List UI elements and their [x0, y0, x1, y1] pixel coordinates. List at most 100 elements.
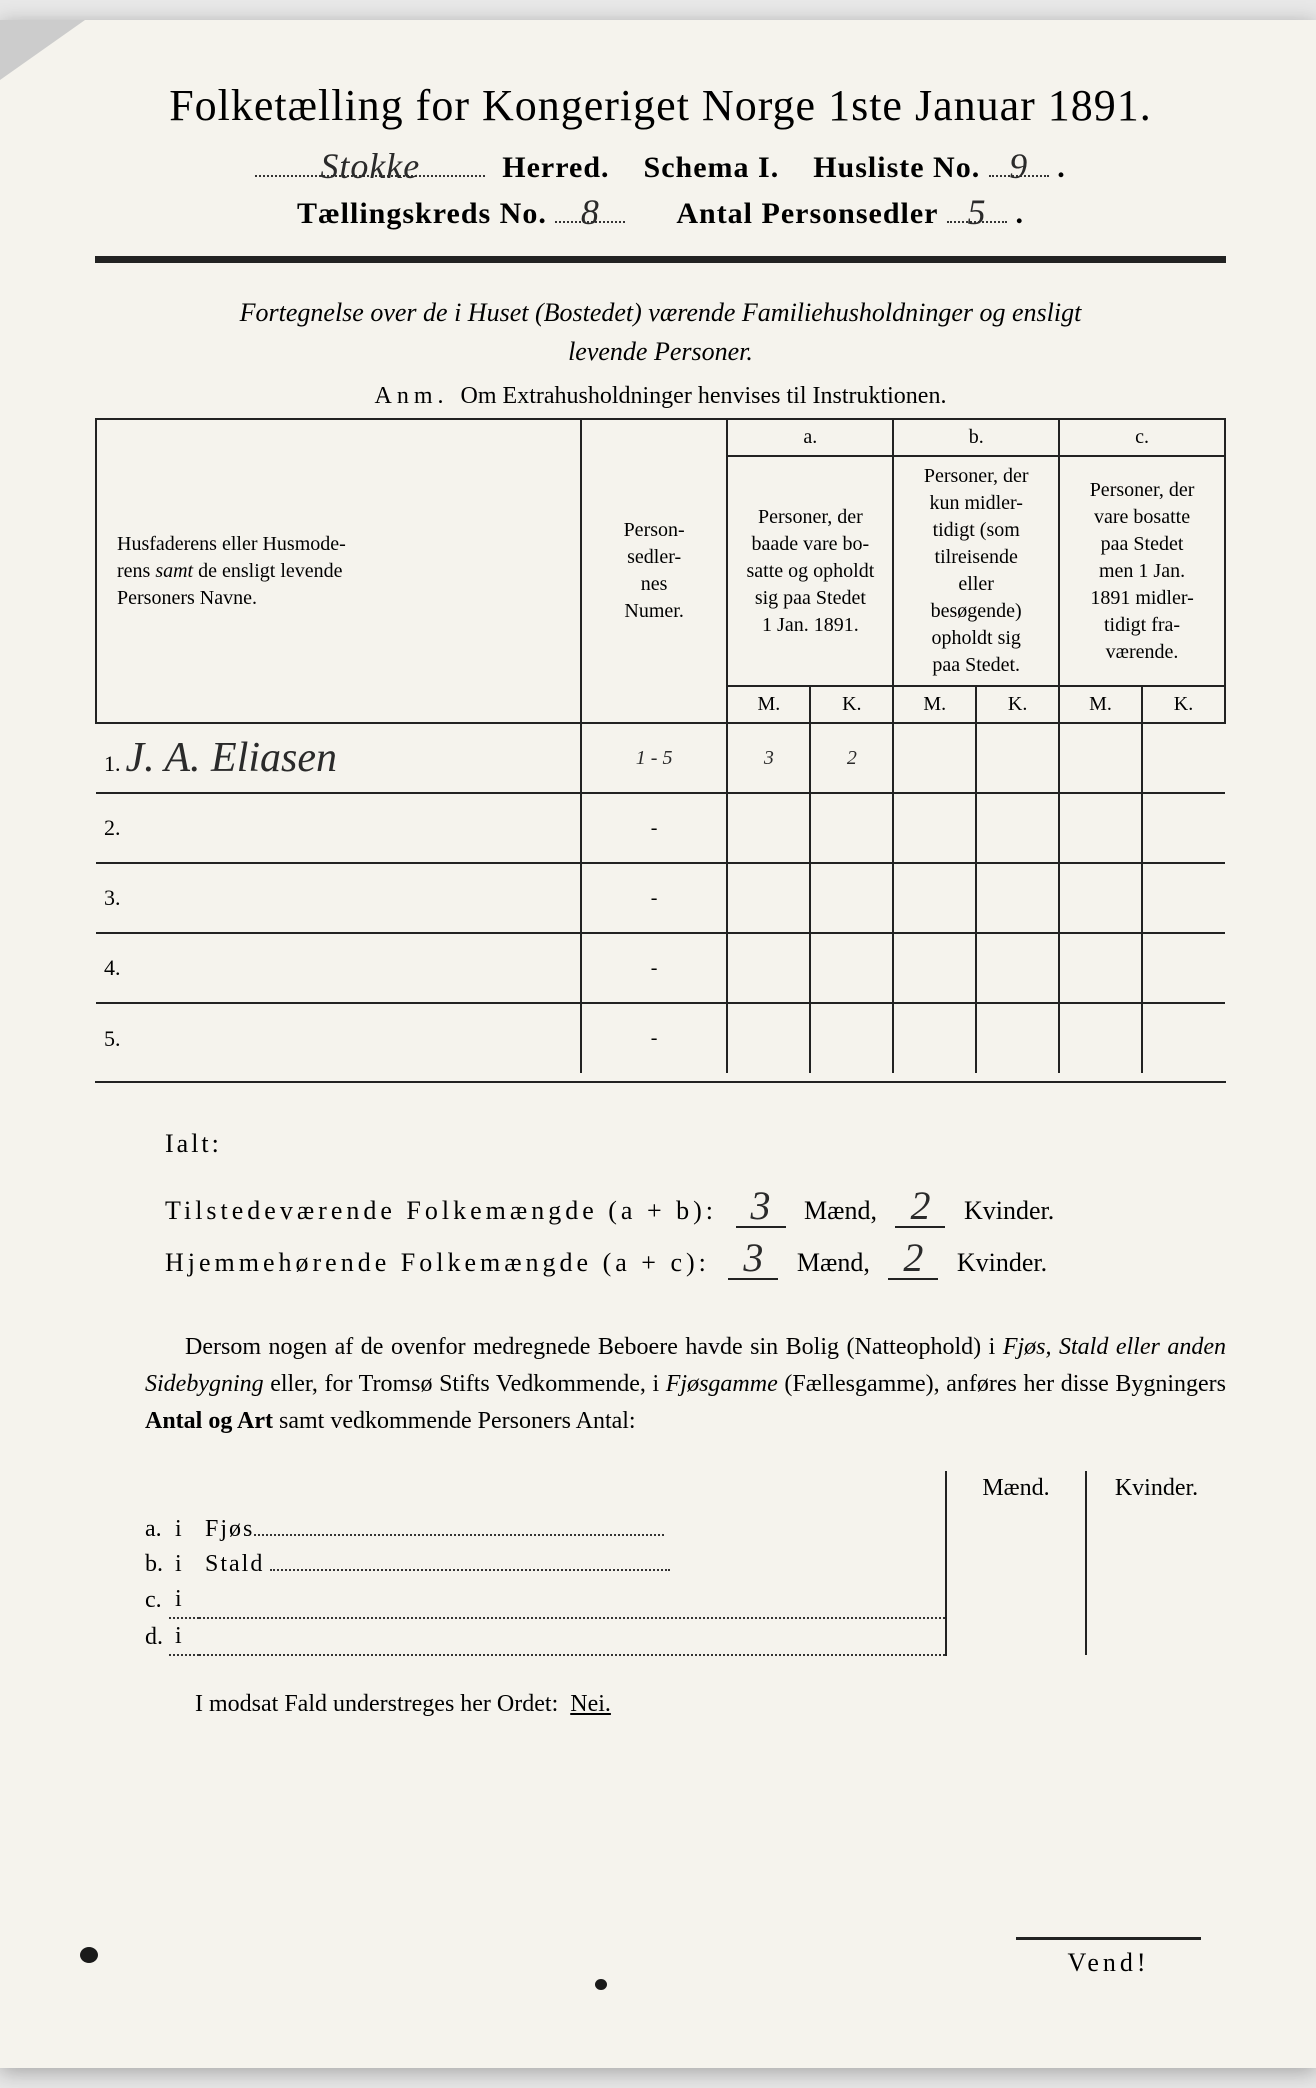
cell-bK — [976, 863, 1059, 933]
cell-bM — [893, 863, 976, 933]
census-form-page: Folketælling for Kongeriget Norge 1ste J… — [0, 20, 1316, 2068]
page-title: Folketælling for Kongeriget Norge 1ste J… — [95, 80, 1226, 131]
col-b-desc: Personer, derkun midler-tidigt (somtilre… — [893, 456, 1059, 686]
lower-row: d. i — [95, 1618, 1226, 1655]
cell-aK: 2 — [810, 723, 893, 793]
col-c-letter: c. — [1059, 420, 1225, 456]
cell-aK — [810, 933, 893, 1003]
empty — [169, 1471, 199, 1512]
husliste-field: 9 — [989, 175, 1049, 177]
schema-label: Schema I. — [644, 151, 780, 184]
husliste-label: Husliste No. — [813, 151, 980, 184]
cell-aM: 3 — [727, 723, 810, 793]
col-a-desc: Personer, derbaade vare bo-satte og opho… — [727, 456, 893, 686]
header-line-1: Stokke Herred. Schema I. Husliste No. 9 … — [95, 151, 1226, 185]
cell-cM — [1059, 793, 1142, 863]
lower-word-cell: Fjøs — [199, 1512, 946, 1547]
ink-dot-icon — [595, 1979, 607, 1990]
cell-name: 1. J. A. Eliasen — [96, 723, 581, 793]
thin-divider-2 — [95, 1081, 1226, 1083]
total1-k: 2 — [895, 1186, 945, 1228]
cell-cM — [1059, 933, 1142, 1003]
maend-label-2: Mænd, — [797, 1237, 870, 1289]
table-row: 4. - — [96, 933, 1225, 1003]
lower-word: Fjøs — [205, 1516, 254, 1542]
dots — [254, 1534, 664, 1536]
total1-m: 3 — [736, 1186, 786, 1228]
total1-label: Tilstedeværende Folkemængde (a + b): — [165, 1185, 717, 1237]
lower-paragraph: Dersom nogen af de ovenfor medregnede Be… — [145, 1329, 1226, 1441]
cell-numer: 1 - 5 — [581, 723, 728, 793]
kvinder-label: Kvinder. — [964, 1185, 1054, 1237]
lower-letter: c. — [95, 1582, 169, 1618]
cell-bM — [893, 793, 976, 863]
cell-bM — [893, 1003, 976, 1073]
herred-label: Herred. — [502, 151, 609, 184]
table-row: 2. - — [96, 793, 1225, 863]
anm-note: Anm. Om Extrahusholdninger henvises til … — [95, 383, 1226, 410]
col-names-header: Husfaderens eller Husmode-rens samt de e… — [96, 420, 581, 723]
ink-dot-icon — [80, 1947, 98, 1963]
lower-i: i — [169, 1582, 199, 1618]
lower-m — [946, 1582, 1086, 1618]
total2-m: 3 — [728, 1238, 778, 1280]
lower-word-cell: Stald — [199, 1547, 946, 1582]
table-row: 3. - — [96, 863, 1225, 933]
lower-k — [1086, 1618, 1226, 1655]
lower-table: Mænd. Kvinder. a. i Fjøs b. i Stald c. i… — [95, 1471, 1226, 1656]
nei-text: I modsat Fald understreges her Ordet: — [195, 1691, 558, 1717]
cell-name: 3. — [96, 863, 581, 933]
lower-letter: a. — [95, 1512, 169, 1547]
cell-aM — [727, 863, 810, 933]
vend-label: Vend! — [1016, 1937, 1201, 1978]
thick-divider — [95, 256, 1226, 263]
col-c-m: M. — [1059, 686, 1142, 723]
col-a-k: K. — [810, 686, 893, 723]
cell-bK — [976, 723, 1059, 793]
cell-name: 2. — [96, 793, 581, 863]
cell-aM — [727, 1003, 810, 1073]
lower-m — [946, 1547, 1086, 1582]
folded-corner — [0, 20, 85, 80]
main-table: Husfaderens eller Husmode-rens samt de e… — [95, 420, 1226, 1073]
lower-word-cell — [199, 1582, 946, 1618]
col-c-k: K. — [1142, 686, 1225, 723]
cell-cK — [1142, 1003, 1225, 1073]
lower-m — [946, 1618, 1086, 1655]
intro-line1: Fortegnelse over de i Huset (Bostedet) v… — [240, 298, 1082, 327]
total2-label: Hjemmehørende Folkemængde (a + c): — [165, 1237, 710, 1289]
cell-numer: - — [581, 1003, 728, 1073]
cell-numer: - — [581, 863, 728, 933]
cell-cK — [1142, 793, 1225, 863]
lower-i: i — [169, 1512, 199, 1547]
lower-i: i — [169, 1547, 199, 1582]
lower-kvinder-header: Kvinder. — [1086, 1471, 1226, 1512]
intro-text: Fortegnelse over de i Huset (Bostedet) v… — [95, 293, 1226, 371]
lower-k — [1086, 1547, 1226, 1582]
lower-k — [1086, 1582, 1226, 1618]
cell-name: 4. — [96, 933, 581, 1003]
lower-word: Stald — [205, 1551, 264, 1577]
cell-name: 5. — [96, 1003, 581, 1073]
cell-aK — [810, 1003, 893, 1073]
lower-letter: b. — [95, 1547, 169, 1582]
cell-cM — [1059, 1003, 1142, 1073]
anm-label: Anm. — [375, 383, 449, 409]
cell-cK — [1142, 863, 1225, 933]
antal-value: 5 — [967, 191, 986, 233]
cell-bK — [976, 933, 1059, 1003]
cell-aK — [810, 863, 893, 933]
cell-bM — [893, 933, 976, 1003]
cell-bM — [893, 723, 976, 793]
row-num: 5. — [104, 1026, 121, 1051]
lower-maend-header: Mænd. — [946, 1471, 1086, 1512]
col-numer-header: Person-sedler-nesNumer. — [581, 420, 728, 723]
empty — [199, 1471, 946, 1512]
col-b-letter: b. — [893, 420, 1059, 456]
anm-text: Om Extrahusholdninger henvises til Instr… — [461, 383, 947, 409]
kvinder-label-2: Kvinder. — [957, 1237, 1047, 1289]
col-b-m: M. — [893, 686, 976, 723]
intro-line2: levende Personer. — [568, 337, 753, 366]
table-row: 5. - — [96, 1003, 1225, 1073]
name-value: J. A. Eliasen — [126, 735, 338, 781]
